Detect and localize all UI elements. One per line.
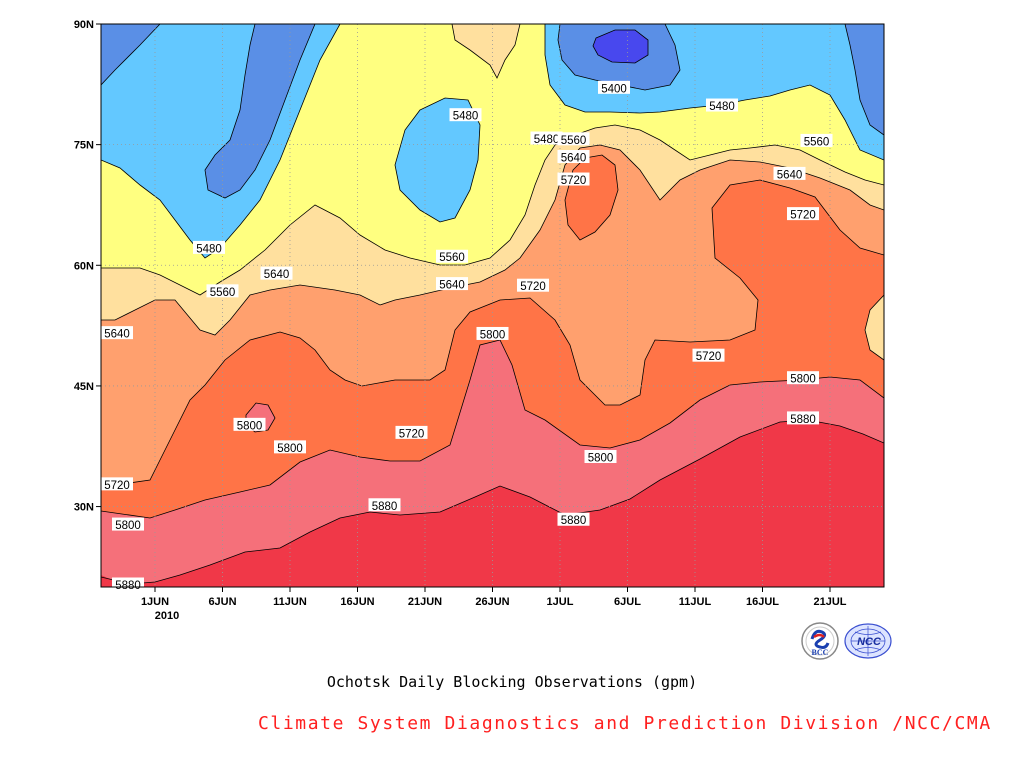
- band-5400-island: [395, 98, 480, 222]
- x-tick-label: 21JUN: [408, 596, 442, 608]
- contour-label: 5480: [453, 111, 479, 123]
- contour-label: 5880: [790, 414, 816, 426]
- contour-label: 5720: [520, 281, 546, 293]
- y-tick-label: 75N: [74, 140, 94, 152]
- contour-label-bg: [476, 326, 509, 340]
- contour-label: 5880: [561, 515, 587, 527]
- x-axis: 1JUN 6JUN 11JUN 16JUN 21JUN 26JUN 1JUL 6JUL 11JU…: [141, 587, 847, 608]
- y-tick-label: 45N: [74, 381, 94, 393]
- contour-label-bg: [517, 278, 549, 292]
- contour-label: 5400: [601, 83, 627, 95]
- contour-label-bg: [101, 326, 133, 340]
- contour-label: 5720: [399, 428, 425, 440]
- x-tick-label: 6JUN: [208, 596, 236, 608]
- x-tick-label: 16JUL: [746, 596, 779, 608]
- contour-label-bg: [598, 80, 630, 94]
- ncc-logo: NCC: [843, 621, 893, 665]
- contour-label-bg: [800, 133, 833, 147]
- contour-label: 5720: [104, 480, 130, 492]
- contour-label-bg: [787, 371, 819, 385]
- x-tick-label: 16JUN: [340, 596, 374, 608]
- band-5320-right2: [845, 24, 884, 135]
- contour-label-bg: [449, 108, 482, 122]
- contour-label: 5640: [104, 329, 130, 341]
- y-axis: 90N 75N 60N 45N 30N: [74, 19, 101, 514]
- contour-label: 5480: [534, 134, 560, 146]
- contour-label-bg: [557, 150, 590, 164]
- x-tick-label: 26JUN: [475, 596, 509, 608]
- contour-label-bg: [274, 440, 306, 454]
- chart-caption: Ochotsk Daily Blocking Observations (gpm…: [326, 673, 698, 691]
- contour-label: 5800: [277, 443, 303, 455]
- contour-label-bg: [260, 266, 293, 280]
- contour-label-bg: [436, 249, 468, 263]
- contour-label: 5720: [696, 351, 722, 363]
- band-5240: [593, 30, 648, 63]
- bcc-logo: BCC: [800, 621, 840, 665]
- contour-label-bg: [368, 498, 401, 512]
- contour-label-bg: [557, 172, 590, 186]
- x-tick-label: 1JUN: [141, 596, 169, 608]
- contour-label: 5880: [115, 580, 141, 592]
- x-tick-label: 21JUL: [813, 596, 846, 608]
- contour-label-bg: [233, 417, 266, 431]
- contour-label-bg: [557, 132, 590, 146]
- contour-label-bg: [557, 512, 590, 526]
- contour-label: 5560: [804, 136, 830, 148]
- contour-label-bg: [787, 411, 819, 425]
- contour-label-bg: [436, 277, 468, 291]
- contour-label: 5880: [372, 501, 398, 513]
- contour-label-bg: [584, 450, 617, 464]
- contour-label: 5800: [237, 420, 263, 432]
- x-tick-label: 11JUN: [273, 596, 307, 608]
- x-tick-label: 1JUL: [547, 596, 574, 608]
- contour-label-bg: [787, 207, 819, 221]
- y-tick-label: 30N: [74, 502, 94, 514]
- x-tick-label: 6JUL: [614, 596, 641, 608]
- contour-label: 5480: [709, 101, 735, 113]
- contour-label: 5560: [439, 252, 465, 264]
- contour-label-bg: [112, 517, 144, 531]
- contour-label-bg: [395, 425, 428, 439]
- y-tick-label: 90N: [74, 19, 94, 31]
- band-5320-left2: [205, 24, 315, 198]
- contour-label: 5640: [439, 280, 465, 292]
- contour-label: 5800: [790, 374, 816, 386]
- grid-lines: [101, 24, 884, 587]
- contour-label-bg: [193, 240, 225, 254]
- contour-label-bg: [706, 98, 738, 112]
- contour-label-bg: [101, 477, 133, 491]
- contour-label: 5640: [264, 269, 290, 281]
- contour-label: 5800: [480, 329, 506, 341]
- ncc-logo-text: NCC: [857, 636, 882, 648]
- x-axis-year: 2010: [155, 610, 179, 622]
- contour-label: 5560: [561, 135, 587, 147]
- credit-line: Climate System Diagnostics and Predictio…: [258, 713, 992, 734]
- contour-label: 5640: [777, 169, 803, 181]
- contour-label: 5800: [588, 453, 614, 465]
- contour-label: 5800: [115, 520, 141, 532]
- contour-label-bg: [692, 348, 725, 362]
- contour-lines: [101, 24, 884, 585]
- contour-label: 5640: [561, 153, 587, 165]
- contour-label: 5480: [196, 243, 222, 255]
- y-tick-label: 60N: [74, 260, 94, 272]
- contour-label: 5720: [790, 210, 816, 222]
- contour-label-bg: [206, 284, 239, 298]
- contour-label-bg: [530, 131, 563, 145]
- contour-label: 5720: [561, 175, 587, 187]
- bcc-logo-text: BCC: [812, 648, 829, 657]
- contour-label: 5560: [210, 287, 236, 299]
- x-tick-label: 11JUL: [679, 596, 712, 608]
- contour-label-bg: [773, 166, 806, 180]
